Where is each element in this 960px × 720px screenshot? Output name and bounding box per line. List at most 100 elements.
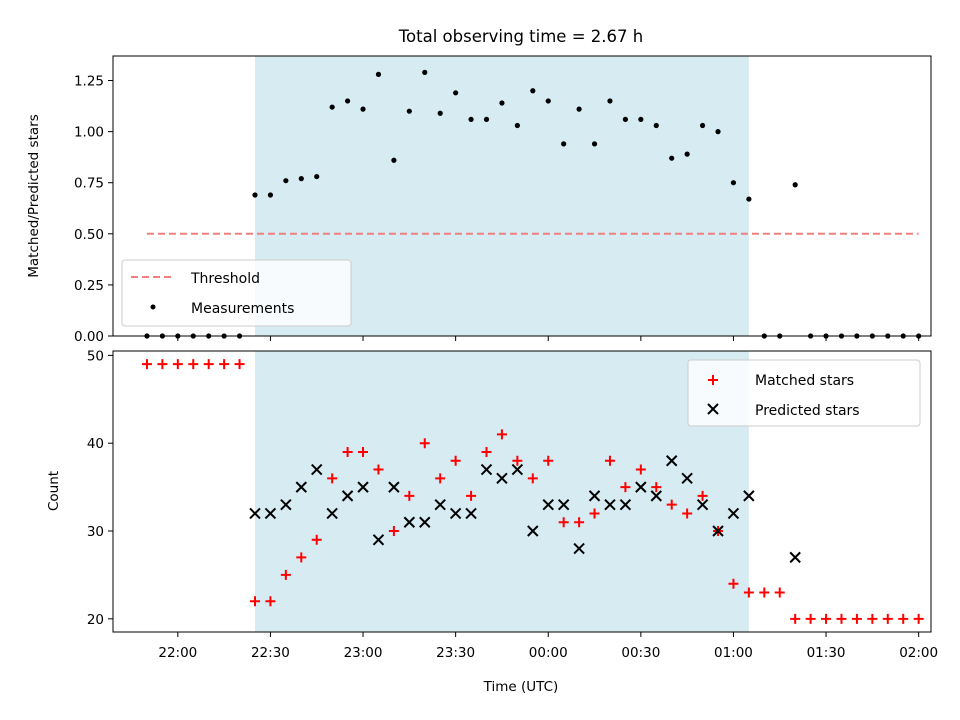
measurement-point: [298, 176, 304, 182]
count-axes: 20 30 40 50 22:00 22:30 23:00 23:30 00:00 00:30 0…: [46, 348, 938, 695]
predicted-star-point: [635, 481, 647, 493]
predicted-star-point: [727, 507, 740, 520]
x-tick-label: 22:30: [251, 645, 290, 661]
matched-star-point: [481, 446, 492, 457]
x-axis-label: Time (UTC): [483, 679, 559, 695]
measurement-point: [468, 116, 474, 122]
ratio-axes: 0.00 0.25 0.50 0.75 1.00 1.25 Matched/Predict…: [26, 55, 932, 345]
x-tick-label: 23:30: [436, 645, 475, 661]
measurement-point: [360, 106, 366, 112]
ratio-ytick-label: 0.75: [74, 176, 104, 192]
matched-star-point: [512, 455, 523, 466]
ratio-ytick-label: 0.25: [74, 278, 104, 294]
predicted-star-point: [249, 507, 261, 520]
matched-star-point: [651, 482, 662, 493]
predicted-star-point: [496, 472, 508, 485]
matched-star-point: [913, 613, 924, 624]
matched-star-point: [790, 613, 801, 624]
predicted-star-point: [712, 525, 724, 537]
count-y-axis-label: Count: [46, 471, 62, 511]
predicted-star-point: [311, 463, 323, 476]
measurement-point: [545, 98, 551, 104]
x-tick-label: 01:30: [807, 645, 846, 661]
matched-star-point: [851, 613, 862, 624]
measurement-point: [329, 104, 335, 110]
figure-title: Total observing time = 2.67 h: [398, 27, 643, 46]
measurement-point: [607, 98, 613, 104]
predicted-star-point: [619, 498, 632, 511]
matched-star-point: [203, 359, 214, 370]
ratio-ytick-label: 1.00: [74, 125, 104, 141]
measurement-point: [715, 129, 721, 135]
measurement-point: [730, 180, 737, 186]
legend-matched-label: Matched stars: [755, 373, 854, 389]
observing-span: [254, 351, 749, 632]
matched-star-point: [311, 534, 322, 545]
count-legend: Matched stars Predicted stars: [687, 359, 921, 427]
legend-predicted-swatch: [707, 403, 719, 415]
measurement-point: [561, 141, 567, 147]
predicted-star-point: [588, 490, 601, 502]
measurement-point: [792, 182, 798, 188]
predicted-star-point: [743, 490, 755, 502]
measurement-point: [514, 122, 520, 129]
matched-star-point: [836, 613, 847, 624]
measurement-point: [314, 173, 320, 180]
measurement-point: [669, 155, 675, 161]
predicted-star-point: [403, 516, 416, 528]
x-tick-label: 00:00: [529, 645, 568, 661]
predicted-star-point: [480, 463, 493, 476]
measurement-point: [699, 122, 706, 129]
matched-star-point: [435, 473, 446, 484]
matched-star-point: [172, 359, 183, 370]
count-ytick-label: 20: [87, 612, 104, 628]
measurement-point: [746, 196, 752, 202]
x-tick-label: 00:30: [621, 645, 660, 661]
predicted-star-point: [388, 481, 400, 493]
x-tick-label: 23:00: [344, 645, 383, 661]
ratio-axes-frame: [112, 55, 932, 337]
predicted-star-point: [789, 551, 801, 564]
predicted-star-point: [264, 507, 277, 520]
matched-star-point: [404, 490, 415, 501]
measurement-point: [437, 110, 443, 116]
ratio-legend: Threshold Measurements: [121, 259, 352, 327]
measurement-point: [344, 98, 351, 104]
matched-star-point: [219, 359, 230, 370]
x-tick-label: 22:00: [158, 645, 197, 661]
measurement-point: [622, 116, 629, 122]
ratio-ytick-label: 1.25: [74, 74, 104, 90]
legend-threshold-label: Threshold: [190, 271, 260, 287]
matched-star-point: [358, 446, 369, 457]
matched-star-point: [666, 499, 677, 510]
matched-star-point: [774, 587, 785, 598]
ratio-y-axis-label: Matched/Predicted stars: [26, 114, 42, 277]
matched-star-point: [558, 517, 569, 528]
matched-star-point: [280, 569, 291, 580]
matched-star-point: [265, 596, 276, 607]
count-axes-frame: [112, 350, 932, 633]
matched-star-point: [327, 473, 338, 484]
matched-star-point: [466, 490, 477, 501]
predicted-star-point: [650, 490, 662, 502]
legend-matched-swatch: [708, 375, 718, 385]
predicted-star-point: [295, 481, 308, 493]
count-ytick-label: 50: [87, 348, 104, 364]
predicted-star-point: [542, 498, 554, 511]
predicted-star-point: [604, 498, 616, 511]
predicted-star-point: [372, 534, 385, 546]
predicted-star-point: [449, 507, 462, 520]
matched-star-point: [743, 587, 754, 598]
legend-measurements-label: Measurements: [191, 301, 294, 317]
predicted-star-point: [326, 507, 338, 520]
matched-star-point: [882, 613, 893, 624]
matched-star-point: [342, 446, 353, 457]
matched-star-point: [249, 596, 260, 607]
predicted-star-point: [511, 463, 524, 476]
matched-star-point: [728, 578, 739, 589]
measurement-point: [576, 106, 582, 112]
predicted-star-point: [434, 498, 446, 511]
matched-star-point: [805, 613, 816, 624]
predicted-star-point: [280, 498, 292, 511]
